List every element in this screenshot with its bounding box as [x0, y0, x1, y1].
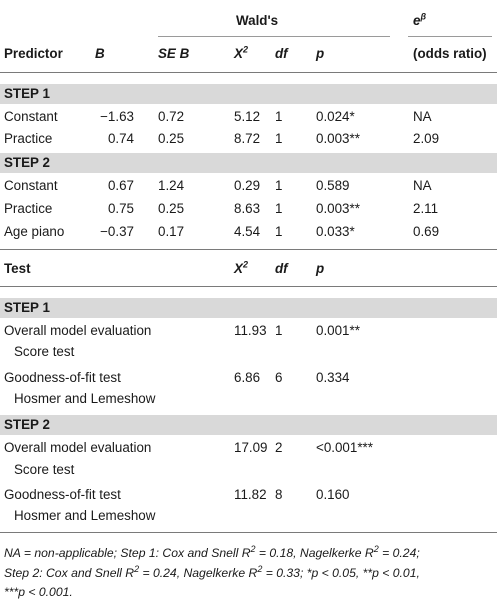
b-cell: 0.74 [107, 131, 134, 146]
x2-cell: 11.93 [234, 323, 267, 338]
x2-cell: 17.09 [234, 440, 268, 455]
test-name-cell: Goodness-of-fit test [4, 370, 121, 385]
test-name-cell: Goodness-of-fit test [4, 487, 121, 502]
x2-cell: 6.86 [234, 370, 261, 385]
odds-underline [408, 36, 492, 37]
p-cell: 0.001** [316, 323, 360, 338]
seb-header: SE B [158, 46, 190, 61]
df-cell: 2 [275, 440, 283, 455]
odds-cell: 2.09 [413, 131, 440, 146]
predictor-cell: Constant [4, 109, 58, 124]
b-cell: 0.75 [107, 201, 134, 216]
test-header-rule [0, 286, 497, 287]
p-header: p [316, 46, 325, 61]
footnote-line-3: ***p < 0.001. [4, 585, 73, 599]
x2-header: X2 [234, 44, 248, 61]
footnote-line-1: NA = non-applicable; Step 1: Cox and Sne… [4, 543, 420, 560]
p-cell: <0.001*** [316, 440, 373, 455]
section-rule [0, 249, 497, 250]
df-header: df [275, 46, 288, 61]
predictor-cell: Constant [4, 178, 58, 193]
x2-cell: 0.29 [234, 178, 261, 193]
b-cell: 0.67 [107, 178, 134, 193]
test-subname-cell: Score test [14, 344, 75, 359]
df-cell: 8 [275, 487, 283, 502]
walds-underline [158, 36, 390, 37]
p-cell: 0.003** [316, 201, 360, 216]
odds-cell: NA [413, 178, 432, 193]
test-x2-header: X2 [234, 259, 248, 276]
odds-ratio-header-e: eβ [413, 11, 427, 28]
x2-cell: 8.72 [234, 131, 261, 146]
df-cell: 1 [275, 201, 283, 216]
seb-cell: 0.72 [158, 109, 185, 124]
predictor-header: Predictor [4, 46, 63, 61]
step1-band [0, 84, 497, 104]
p-cell: 0.003** [316, 131, 360, 146]
test-step1-label: STEP 1 [4, 300, 50, 315]
footnote-line-2: Step 2: Cox and Snell R2 = 0.24, Nagelke… [4, 563, 420, 580]
test-name-cell: Overall model evaluation [4, 440, 152, 455]
table-bottom-rule [0, 532, 497, 533]
test-step2-label: STEP 2 [4, 417, 50, 432]
odds-cell: 2.11 [413, 201, 439, 216]
df-cell: 1 [275, 224, 283, 239]
p-cell: 0.160 [316, 487, 350, 502]
test-subname-cell: Hosmer and Lemeshow [14, 391, 156, 406]
p-cell: 0.033* [316, 224, 355, 239]
test-step2-band [0, 415, 497, 435]
b-cell: −0.37 [100, 224, 134, 239]
x2-cell: 5.12 [234, 109, 261, 124]
x2-cell: 4.54 [234, 224, 261, 239]
test-header: Test [4, 261, 31, 276]
walds-header: Wald's [236, 13, 279, 28]
step2-band [0, 153, 497, 173]
step1-label: STEP 1 [4, 86, 50, 101]
df-cell: 1 [275, 178, 283, 193]
table-footnote: NA = non-applicable; Step 1: Cox and Sne… [4, 544, 494, 603]
seb-cell: 1.24 [158, 178, 185, 193]
predictor-cell: Practice [4, 201, 53, 216]
seb-cell: 0.17 [158, 224, 185, 239]
x2-cell: 11.82 [234, 487, 267, 502]
df-cell: 1 [275, 131, 283, 146]
df-cell: 6 [275, 370, 283, 385]
predictor-cell: Practice [4, 131, 53, 146]
df-cell: 1 [275, 323, 283, 338]
odds-cell: 0.69 [413, 224, 440, 239]
seb-cell: 0.25 [158, 131, 185, 146]
odds-ratio-header: (odds ratio) [413, 46, 487, 61]
odds-cell: NA [413, 109, 432, 124]
seb-cell: 0.25 [158, 201, 185, 216]
p-cell: 0.024* [316, 109, 355, 124]
p-cell: 0.589 [316, 178, 350, 193]
test-subname-cell: Score test [14, 462, 75, 477]
x2-cell: 8.63 [234, 201, 261, 216]
test-name-cell: Overall model evaluation [4, 323, 152, 338]
predictor-cell: Age piano [4, 224, 65, 239]
b-cell: −1.63 [100, 109, 134, 124]
df-cell: 1 [275, 109, 283, 124]
test-df-header: df [275, 261, 288, 276]
test-p-header: p [316, 261, 325, 276]
header-rule [0, 72, 497, 73]
b-header: B [95, 46, 105, 61]
p-cell: 0.334 [316, 370, 350, 385]
test-subname-cell: Hosmer and Lemeshow [14, 508, 156, 523]
test-step1-band [0, 298, 497, 318]
step2-label: STEP 2 [4, 155, 50, 170]
